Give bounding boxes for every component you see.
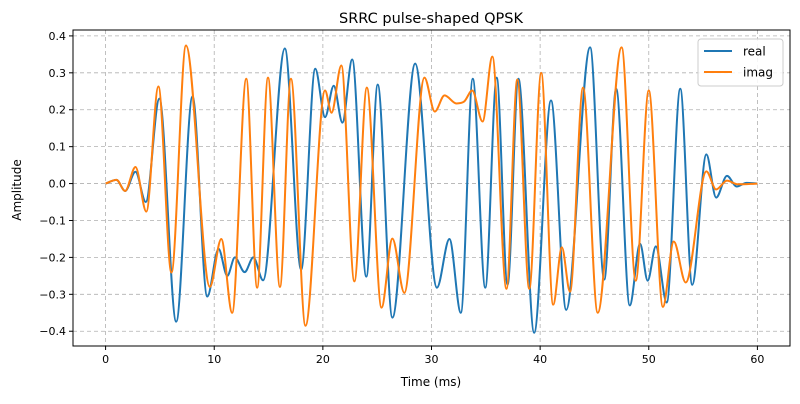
- series-line-real: [105, 46, 758, 334]
- legend-label-real: real: [743, 45, 766, 59]
- grid: [73, 30, 790, 346]
- x-tick-label: 40: [533, 353, 547, 366]
- series-lines: [105, 44, 758, 334]
- series-line-imag: [105, 44, 758, 327]
- y-tick-label: 0.1: [49, 141, 67, 154]
- legend: real imag: [697, 38, 784, 87]
- x-tick-label: 0: [102, 353, 109, 366]
- y-tick-label: 0.0: [49, 178, 67, 191]
- x-tick-label: 60: [750, 353, 764, 366]
- y-tick-label: −0.3: [39, 288, 66, 301]
- legend-label-imag: imag: [743, 66, 773, 80]
- y-tick-label: −0.2: [39, 251, 66, 264]
- x-tick-label: 50: [642, 353, 656, 366]
- y-tick-label: −0.1: [39, 214, 66, 227]
- x-axis: 0 10 20 30 40 50 60: [102, 346, 764, 366]
- x-tick-label: 20: [316, 353, 330, 366]
- y-axis: −0.4 −0.3 −0.2 −0.1 0.0 0.1 0.2 0.3 0.4: [39, 30, 73, 338]
- y-tick-label: −0.4: [39, 325, 66, 338]
- y-tick-label: 0.4: [49, 30, 67, 43]
- y-tick-label: 0.2: [49, 104, 67, 117]
- y-tick-label: 0.3: [49, 67, 67, 80]
- x-tick-label: 10: [207, 353, 221, 366]
- x-axis-label: Time (ms): [400, 375, 462, 389]
- chart-title: SRRC pulse-shaped QPSK: [339, 11, 523, 27]
- y-axis-label: Amplitude: [10, 159, 24, 221]
- x-tick-label: 30: [425, 353, 439, 366]
